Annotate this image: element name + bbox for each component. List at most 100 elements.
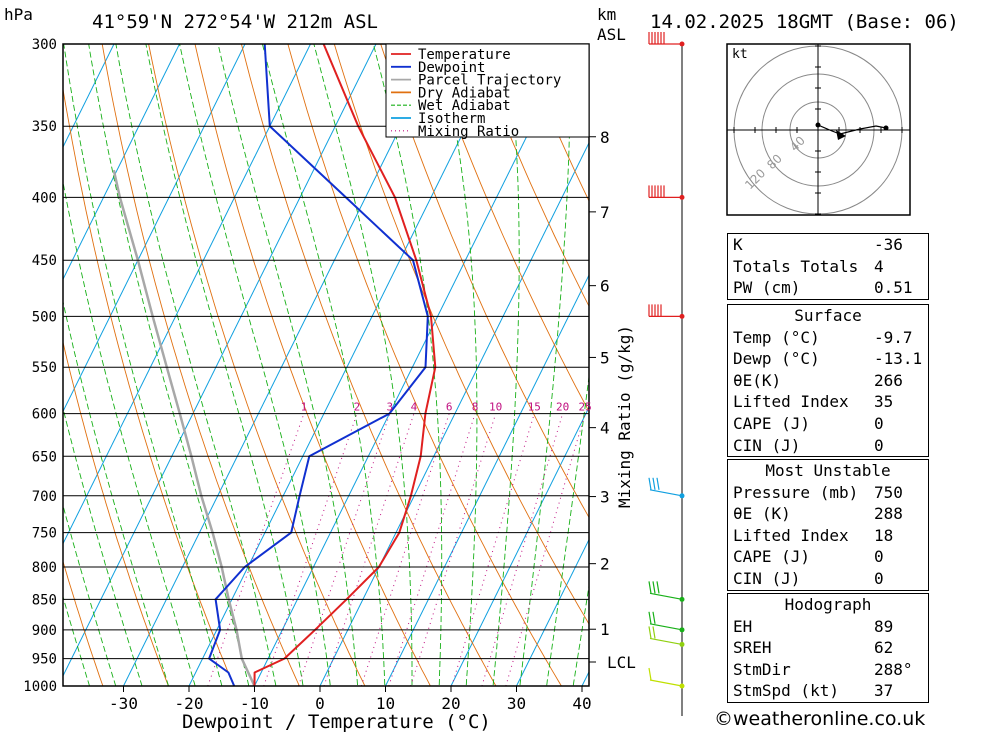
temperature-tick-labels: -30 -20 -10 0 10 20 30 40 — [109, 686, 592, 713]
mixing-ratio-label: 15 — [528, 401, 541, 414]
wind-barb — [648, 477, 685, 499]
row-value: -13.1 — [874, 349, 923, 369]
row-key: Totals Totals — [733, 256, 859, 276]
row-value: 0 — [874, 413, 884, 433]
wet-adiabat-line — [63, 44, 223, 686]
mixing-ratio-label: 20 — [556, 401, 569, 414]
wind-barbs — [648, 32, 685, 689]
row-key: StmDir — [733, 659, 791, 679]
height-tick-label: 4 — [600, 419, 610, 438]
dry-adiabat-line — [961, 7, 1000, 712]
indices-panel: K -36 Totals Totals 4 PW (cm) 0.51 — [727, 233, 929, 300]
mixing-ratio-line — [481, 413, 564, 686]
dry-adiabat-line — [333, 44, 589, 625]
dry-adiabat-line — [240, 44, 497, 686]
datetime-title: 14.02.2025 18GMT (Base: 06) — [650, 11, 959, 33]
dry-adiabat-line — [473, 44, 589, 308]
temperature-series — [253, 44, 437, 686]
wind-barb-feather — [648, 581, 652, 594]
temperature-tick-label: -30 — [109, 694, 138, 713]
row-key: θE (K) — [733, 504, 791, 524]
wind-barb-feather — [652, 581, 656, 594]
wind-barb — [648, 304, 685, 319]
row-key: EH — [733, 616, 753, 636]
mixing-ratio-axis-label: Mixing Ratio (g/kg) — [615, 325, 634, 508]
pressure-tick-label: 500 — [32, 309, 57, 325]
dewpoint-series — [208, 44, 429, 686]
row-key: CAPE (J) — [733, 413, 811, 433]
height-tick-label: 5 — [600, 348, 610, 367]
mixing-ratio-label: 1 — [301, 401, 308, 414]
row-value: -36 — [874, 235, 903, 254]
wind-barb-staff — [649, 489, 683, 497]
isotherm-line — [63, 44, 115, 149]
isotherm-line — [450, 406, 589, 686]
wind-barb-staff — [649, 592, 683, 600]
hodograph-stats-panel: Hodograph EH 89 SREH 62 StmDir 288° StmSpd (kt… — [727, 593, 929, 703]
row-key: SREH — [733, 638, 772, 658]
table-row: Lifted Index 35 — [728, 391, 928, 413]
row-value: 35 — [874, 392, 894, 412]
pressure-tick-label: 650 — [32, 449, 57, 465]
row-value: 0 — [874, 547, 884, 567]
row-value: 0.51 — [874, 278, 913, 298]
table-row: Temp (°C) -9.7 — [728, 327, 928, 349]
mixing-ratio-label: 25 — [578, 401, 591, 414]
dry-adiabat-line — [287, 44, 562, 686]
legend-label: Mixing Ratio — [418, 124, 519, 140]
isotherm-line — [0, 0, 97, 686]
temperature-tick-label: 40 — [572, 694, 591, 713]
temperature-tick-label: -20 — [175, 694, 204, 713]
wet-adiabat-line — [439, 44, 478, 686]
isotherm-line — [0, 0, 31, 686]
legend-label: Temperature — [418, 47, 511, 63]
pressure-tick-label: 850 — [32, 592, 57, 608]
dry-adiabat-line — [194, 44, 431, 686]
wind-barb-feather — [648, 626, 652, 639]
row-key: θE(K) — [733, 370, 782, 390]
table-row: SREH 62 — [728, 637, 928, 659]
legend-label: Parcel Trajectory — [418, 73, 561, 89]
row-value: 62 — [874, 638, 894, 658]
temperature-line — [253, 44, 437, 686]
wind-barb-staff — [649, 679, 683, 687]
pressure-tick-label: 700 — [32, 489, 57, 505]
most-unstable-title: Most Unstable — [765, 461, 891, 480]
dry-adiabat-line — [426, 44, 589, 413]
mixing-ratio-label: 3 — [386, 401, 393, 414]
dry-adiabat-line — [63, 560, 104, 686]
row-key: PW (cm) — [733, 278, 801, 298]
temperature-tick-label: 10 — [376, 694, 395, 713]
credit-link[interactable]: ©weatheronline.co.uk — [714, 708, 926, 730]
row-value: 288° — [874, 659, 913, 679]
legend-label: Dewpoint — [418, 60, 485, 76]
wet-adiabat-line — [261, 44, 386, 686]
row-key: Lifted Index — [733, 392, 849, 412]
isotherm-line — [516, 538, 589, 686]
wet-adiabat-line — [546, 373, 589, 686]
table-row: Totals Totals 4 — [728, 256, 928, 278]
wind-barb — [648, 581, 685, 602]
wet-adiabat-line — [88, 44, 250, 686]
height-tick-label: 6 — [600, 277, 610, 296]
dry-adiabat-line — [148, 44, 366, 686]
row-key: Dewp (°C) — [733, 349, 820, 369]
isotherm-line — [63, 44, 246, 413]
height-tick-label: 2 — [600, 555, 610, 574]
wind-barb — [648, 185, 685, 200]
pressure-tick-label: 800 — [32, 560, 57, 576]
table-row: EH 89 — [728, 616, 928, 638]
wet-adiabat-line — [63, 503, 117, 686]
row-key: CAPE (J) — [733, 547, 811, 567]
hodograph-point — [883, 125, 889, 131]
table-row: K -36 — [728, 234, 928, 256]
table-row: Lifted Index 18 — [728, 525, 928, 547]
table-row: CIN (J) 0 — [728, 568, 928, 590]
pressure-tick-label: 600 — [32, 407, 57, 423]
location-title: 41°59'N 272°54'W 212m ASL — [92, 11, 378, 33]
wind-barb-feather — [648, 477, 652, 490]
hodograph-stats-title: Hodograph — [784, 595, 872, 614]
hodograph-trace — [817, 124, 887, 135]
parcel-trajectory-line — [112, 169, 256, 686]
